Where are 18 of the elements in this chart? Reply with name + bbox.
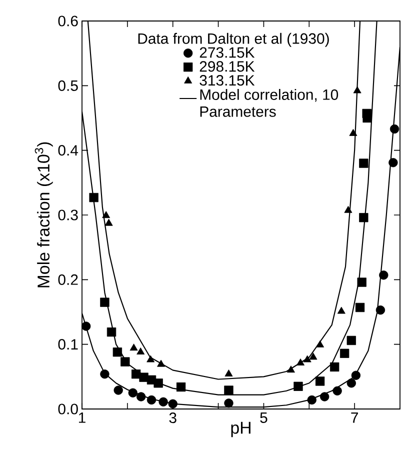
y-tick-label: 0.4 [58,145,78,156]
x-tick-label: 5 [260,412,268,423]
legend-title: Data from Dalton et al (1930) [138,32,329,47]
y-axis-title: Mole fraction (x10$^{3}$) [34,142,53,288]
x-tick-label: 3 [169,412,176,424]
y-tick-label: 0.1 [58,339,78,350]
y-tick-label: 0.3 [58,210,78,220]
y-tick-label: 0.5 [58,80,78,91]
legend-label: 313.15K [200,75,255,86]
legend-label: 273.15K [200,47,255,58]
y-tick-label: 0.6 [58,16,78,26]
x-tick-label: 1 [78,412,86,423]
x-tick-label: 7 [351,412,358,423]
y-tick-label: 0.2 [58,274,78,285]
legend-label: Model correlation, 10 Parameters [200,88,338,117]
x-axis-title: pH [231,422,250,438]
legend-label: 298.15K [200,61,255,72]
y-tick-label: 0.0 [58,404,78,414]
